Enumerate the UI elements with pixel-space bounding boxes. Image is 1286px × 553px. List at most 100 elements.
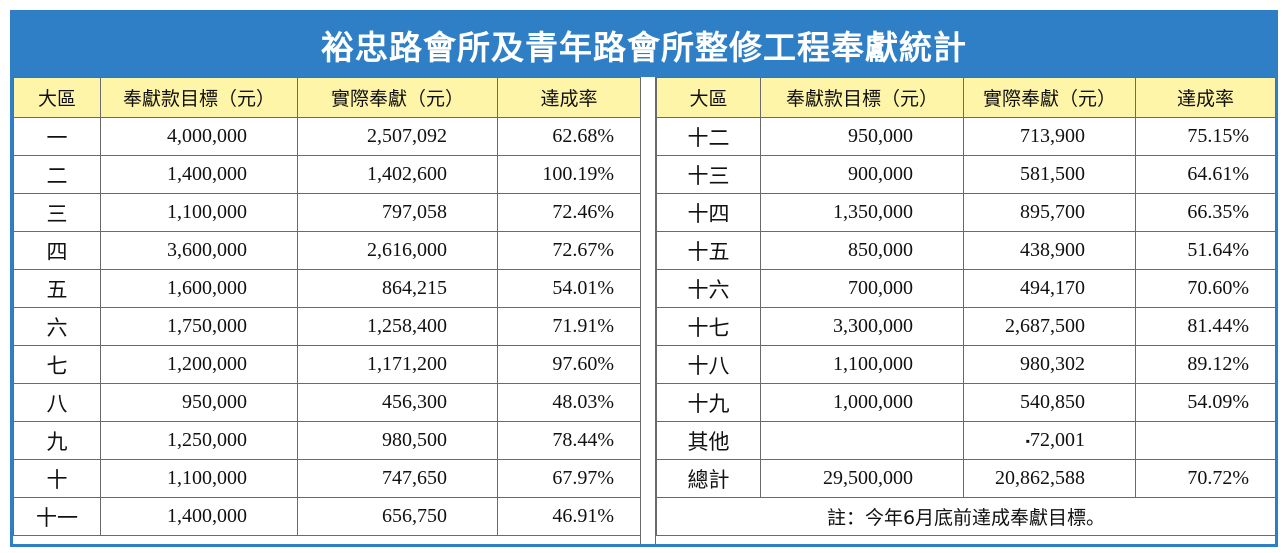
district-cell: 總計 <box>656 459 761 498</box>
district-cell: 八 <box>13 383 101 422</box>
table-row: 十六 700,000 494,170 70.60% <box>656 269 1276 308</box>
actual-cell: 494,170 <box>963 269 1136 308</box>
actual-cell: 456,300 <box>297 383 498 422</box>
actual-cell: 895,700 <box>963 193 1136 232</box>
target-cell: 1,600,000 <box>100 269 298 308</box>
target-cell: 3,600,000 <box>100 231 298 270</box>
table-row: 五 1,600,000 864,215 54.01% <box>13 269 641 308</box>
rate-cell: 70.60% <box>1135 269 1276 308</box>
target-cell: 1,400,000 <box>100 155 298 194</box>
actual-value: 72,001 <box>1030 429 1085 451</box>
district-cell: 五 <box>13 269 101 308</box>
actual-cell: 864,215 <box>297 269 498 308</box>
footnote: 註：今年6月底前達成奉獻目標。 <box>656 497 1276 536</box>
actual-cell: 438,900 <box>963 231 1136 270</box>
district-cell: 九 <box>13 421 101 460</box>
actual-cell: 747,650 <box>297 459 498 498</box>
target-cell: 1,100,000 <box>100 459 298 498</box>
target-cell: 1,200,000 <box>100 345 298 384</box>
header-row: 大區 奉獻款目標（元） 實際奉獻（元） 達成率 <box>656 77 1276 118</box>
district-cell: 二 <box>13 155 101 194</box>
table-row: 九 1,250,000 980,500 78.44% <box>13 421 641 460</box>
target-cell <box>760 421 964 460</box>
table-row: 總計 29,500,000 20,862,588 70.72% <box>656 459 1276 498</box>
table-row: 三 1,100,000 797,058 72.46% <box>13 193 641 232</box>
table-row: 四 3,600,000 2,616,000 72.67% <box>13 231 641 270</box>
actual-cell: 713,900 <box>963 117 1136 156</box>
marker-glyph: ▪ <box>1025 433 1030 448</box>
actual-cell: 980,500 <box>297 421 498 460</box>
actual-cell: 1,171,200 <box>297 345 498 384</box>
rate-cell: 54.01% <box>497 269 641 308</box>
table-row: 十 1,100,000 747,650 67.97% <box>13 459 641 498</box>
rate-cell: 46.91% <box>497 497 641 536</box>
district-cell: 四 <box>13 231 101 270</box>
district-cell: 三 <box>13 193 101 232</box>
district-cell: 七 <box>13 345 101 384</box>
target-cell: 700,000 <box>760 269 964 308</box>
district-cell: 十四 <box>656 193 761 232</box>
rate-cell: 70.72% <box>1135 459 1276 498</box>
actual-cell: 980,302 <box>963 345 1136 384</box>
rate-cell <box>1135 421 1276 460</box>
actual-cell: 1,402,600 <box>297 155 498 194</box>
rate-cell: 72.46% <box>497 193 641 232</box>
header-rate: 達成率 <box>1135 77 1276 118</box>
target-cell: 1,400,000 <box>100 497 298 536</box>
table-row: 十八 1,100,000 980,302 89.12% <box>656 345 1276 384</box>
header-actual: 實際奉獻（元） <box>963 77 1136 118</box>
target-cell: 29,500,000 <box>760 459 964 498</box>
table-row: 一 4,000,000 2,507,092 62.68% <box>13 117 641 156</box>
district-cell: 十三 <box>656 155 761 194</box>
target-cell: 1,100,000 <box>760 345 964 384</box>
actual-cell: 20,862,588 <box>963 459 1136 498</box>
actual-cell: 656,750 <box>297 497 498 536</box>
district-cell: 其他 <box>656 421 761 460</box>
rate-cell: 81.44% <box>1135 307 1276 346</box>
table-row: 十四 1,350,000 895,700 66.35% <box>656 193 1276 232</box>
table-row: 十二 950,000 713,900 75.15% <box>656 117 1276 156</box>
target-cell: 1,350,000 <box>760 193 964 232</box>
rate-cell: 48.03% <box>497 383 641 422</box>
table-row: 六 1,750,000 1,258,400 71.91% <box>13 307 641 346</box>
target-cell: 1,100,000 <box>100 193 298 232</box>
rate-cell: 64.61% <box>1135 155 1276 194</box>
actual-cell: 2,687,500 <box>963 307 1136 346</box>
rate-cell: 72.67% <box>497 231 641 270</box>
actual-cell: 581,500 <box>963 155 1136 194</box>
rate-cell: 51.64% <box>1135 231 1276 270</box>
table-row: 其他 ▪72,001 <box>656 421 1276 460</box>
actual-cell: 1,258,400 <box>297 307 498 346</box>
note-row: 註：今年6月底前達成奉獻目標。 <box>656 497 1276 536</box>
district-cell: 十七 <box>656 307 761 346</box>
target-cell: 950,000 <box>100 383 298 422</box>
rate-cell: 54.09% <box>1135 383 1276 422</box>
district-cell: 十 <box>13 459 101 498</box>
district-cell: 十二 <box>656 117 761 156</box>
header-target: 奉獻款目標（元） <box>100 77 298 118</box>
rate-cell: 62.68% <box>497 117 641 156</box>
target-cell: 950,000 <box>760 117 964 156</box>
target-cell: 4,000,000 <box>100 117 298 156</box>
actual-cell: ▪72,001 <box>963 421 1136 460</box>
rate-cell: 75.15% <box>1135 117 1276 156</box>
district-cell: 六 <box>13 307 101 346</box>
header-rate: 達成率 <box>497 77 641 118</box>
rate-cell: 100.19% <box>497 155 641 194</box>
target-cell: 900,000 <box>760 155 964 194</box>
target-cell: 3,300,000 <box>760 307 964 346</box>
rate-cell: 66.35% <box>1135 193 1276 232</box>
actual-cell: 2,507,092 <box>297 117 498 156</box>
table-divider <box>640 77 656 544</box>
table-row: 二 1,400,000 1,402,600 100.19% <box>13 155 641 194</box>
header-district: 大區 <box>13 77 101 118</box>
target-cell: 1,250,000 <box>100 421 298 460</box>
table-row: 十一 1,400,000 656,750 46.91% <box>13 497 641 536</box>
table-row: 十九 1,000,000 540,850 54.09% <box>656 383 1276 422</box>
district-cell: 一 <box>13 117 101 156</box>
actual-cell: 797,058 <box>297 193 498 232</box>
rate-cell: 78.44% <box>497 421 641 460</box>
left-table: 大區 奉獻款目標（元） 實際奉獻（元） 達成率 一 4,000,000 2,507,… <box>13 77 641 536</box>
district-cell: 十八 <box>656 345 761 384</box>
rate-cell: 89.12% <box>1135 345 1276 384</box>
